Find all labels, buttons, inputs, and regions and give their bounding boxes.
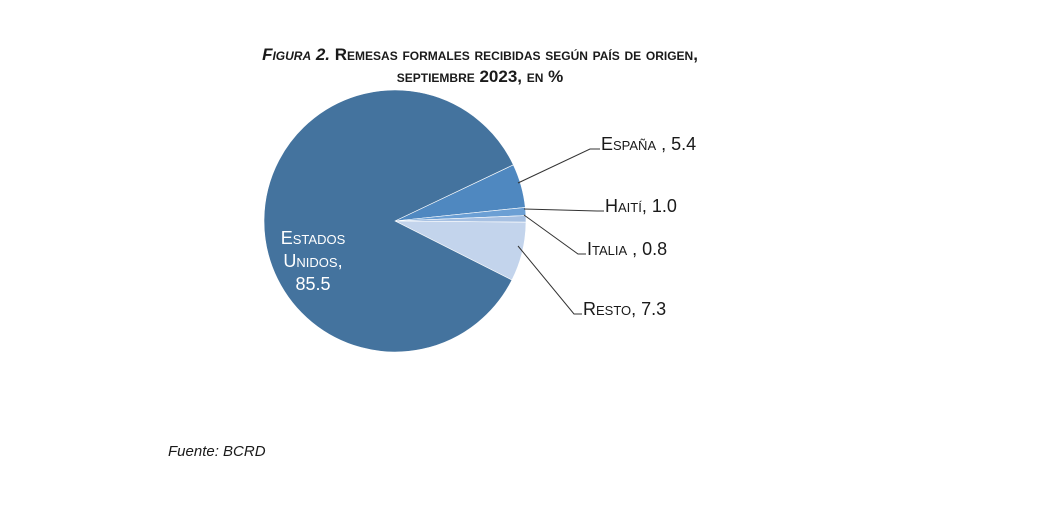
leader-line-haiti — [523, 208, 604, 212]
leader-line-resto — [517, 245, 582, 315]
pie-slice-estados-unidos — [263, 89, 514, 353]
title-line-2: septiembre 2023, en % — [396, 67, 564, 86]
figure-label: Figura 2. — [262, 45, 331, 64]
label-estados-unidos-line2: Unidos, — [283, 251, 342, 271]
title-line-1: Remesas formales recibidas según país de… — [334, 45, 698, 64]
label-estados-unidos-line1: Estados — [281, 228, 346, 248]
label-italia: Italia , 0.8 — [587, 239, 667, 259]
label-resto: Resto, 7.3 — [583, 299, 666, 319]
label-haiti: Haití, 1.0 — [605, 196, 677, 216]
label-estados-unidos-line3: 85.5 — [295, 274, 330, 294]
leader-line-italia — [523, 214, 586, 255]
leader-line-espana — [517, 148, 600, 184]
label-espana: España , 5.4 — [601, 134, 696, 154]
pie-slices — [263, 89, 527, 353]
source-note: Fuente: BCRD — [168, 443, 266, 460]
chart-title: Figura 2. Remesas formales recibidas seg… — [150, 44, 810, 88]
